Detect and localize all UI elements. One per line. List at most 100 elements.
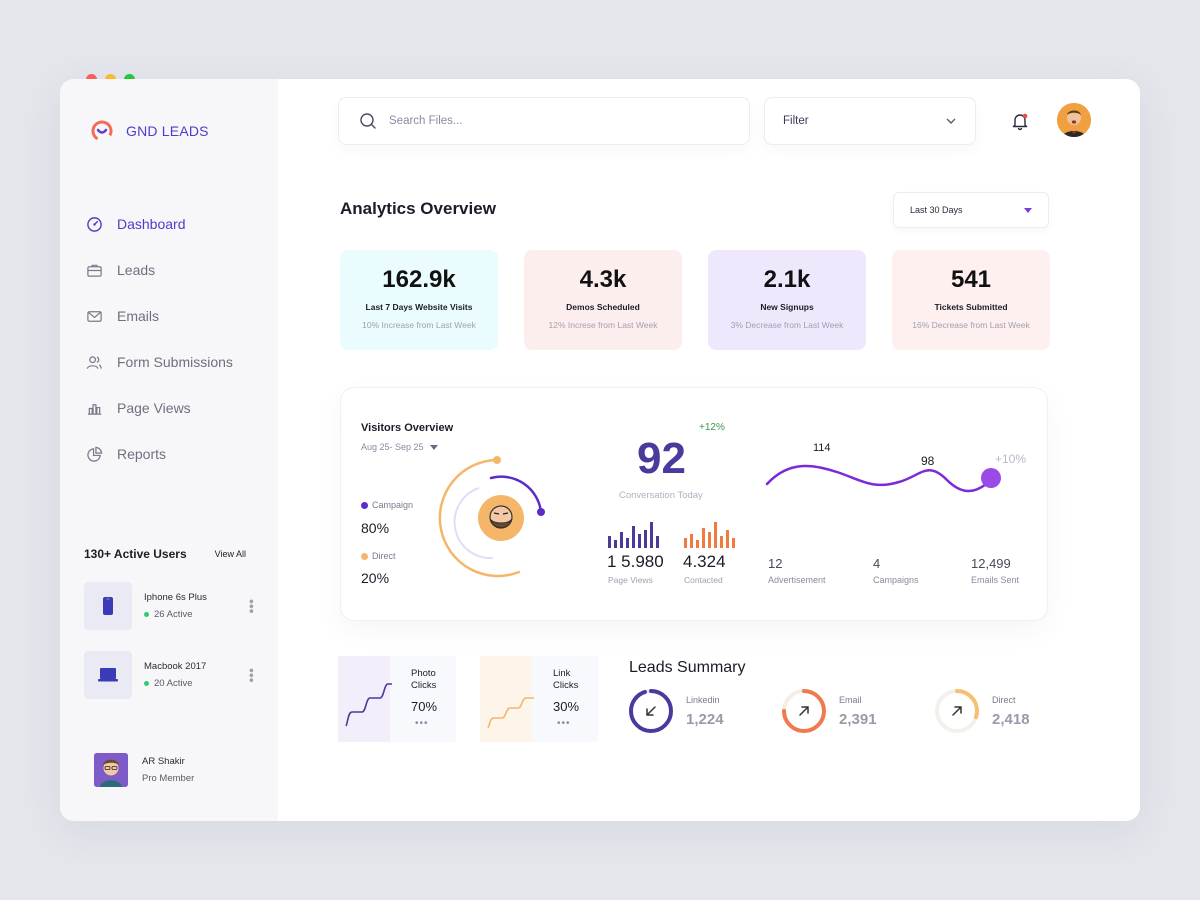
list-item[interactable]: Iphone 6s Plus 26 Active ••• (84, 582, 260, 630)
profile-role: Pro Member (142, 773, 195, 784)
conversation-value: 92 (637, 434, 686, 483)
logo-icon (91, 120, 113, 142)
device-active-count: 20 Active (154, 678, 193, 689)
users-icon (86, 355, 102, 369)
legend-label: Campaign (372, 500, 414, 510)
device-thumbnail (84, 651, 132, 699)
more-options-icon[interactable]: ••• (244, 598, 260, 614)
ring-marker-direct (493, 456, 501, 464)
stat-change: 3% Decrease from Last Week (730, 320, 844, 330)
phone-icon (103, 597, 113, 615)
sidebar-item-leads[interactable]: Leads (86, 247, 233, 293)
stat-value: 2.1k (763, 266, 811, 293)
click-label-line-1: Photo (411, 668, 436, 679)
sidebar-item-label: Leads (117, 262, 156, 278)
stat-value: 162.9k (382, 266, 456, 293)
arrow-down-left-icon (646, 706, 656, 716)
sidebar-item-page-views[interactable]: Page Views (86, 385, 233, 431)
more-options-icon[interactable]: ••• (415, 718, 429, 729)
stat-card-signups[interactable]: 2.1k New Signups 3% Decrease from Last W… (708, 250, 866, 350)
lead-source-label: Direct (992, 694, 1016, 705)
date-range-selector[interactable]: Aug 25- Sep 25 (361, 442, 438, 452)
notifications-button[interactable] (1010, 111, 1030, 136)
link-clicks-step-line (487, 697, 534, 729)
stat-value: 541 (950, 266, 992, 293)
direct-percent: 20% (361, 570, 390, 586)
online-dot (144, 612, 149, 617)
search-input[interactable] (389, 115, 709, 127)
leads-item-email[interactable]: Email 2,391 (781, 688, 877, 734)
stat-change: 12% Increse from Last Week (548, 320, 658, 330)
date-range-label: Last 30 Days (910, 205, 963, 215)
active-users-header: 130+ Active Users View All (84, 547, 246, 561)
more-options-icon[interactable]: ••• (244, 667, 260, 683)
bar-chart-icon (87, 403, 102, 415)
wave-mid-label: 98 (921, 454, 935, 468)
sidebar-item-label: Form Submissions (117, 354, 233, 370)
sidebar-item-emails[interactable]: Emails (86, 293, 233, 339)
gauge-icon (87, 216, 102, 232)
profile-name: AR Shakir (142, 756, 185, 767)
ring-marker-campaign (537, 508, 545, 516)
more-options-icon[interactable]: ••• (557, 718, 571, 729)
sidebar-item-label: Dashboard (117, 216, 186, 232)
arrow-up-right-icon (952, 706, 962, 716)
sidebar-item-label: Reports (117, 446, 167, 462)
wave-peak-label: 114 (813, 442, 831, 454)
filter-label: Filter (783, 115, 809, 127)
stat-card-demos[interactable]: 4.3k Demos Scheduled 12% Increse from La… (524, 250, 682, 350)
page-views-value: 1 5.980 (607, 552, 664, 571)
photo-clicks-card[interactable]: Photo Clicks 70% ••• (338, 656, 456, 742)
search-bar[interactable] (338, 97, 750, 145)
photo-clicks-step-line (345, 683, 392, 727)
click-label-line-2: Clicks (553, 680, 579, 691)
leads-summary-title: Leads Summary (629, 659, 746, 676)
lead-source-value: 2,418 (992, 710, 1030, 728)
linkedin-progress-ring (629, 689, 673, 733)
user-profile[interactable]: AR Shakir Pro Member (94, 753, 194, 787)
list-item[interactable]: Macbook 2017 20 Active ••• (84, 651, 260, 699)
arrow-up-right-icon (799, 706, 809, 716)
card-title: Visitors Overview (361, 422, 454, 434)
sidebar-item-reports[interactable]: Reports (86, 431, 233, 477)
campaign-percent: 80% (361, 520, 390, 536)
app-name: GND LEADS (126, 123, 209, 139)
main-content: Filter Analytics Overview Last 30 Days 1… (278, 79, 1140, 821)
click-label-line-1: Link (553, 668, 571, 679)
sidebar: GND LEADS Dashboard Leads Emails Form Su… (60, 79, 278, 821)
filter-dropdown[interactable]: Filter (764, 97, 976, 145)
date-range-dropdown[interactable]: Last 30 Days (893, 192, 1049, 228)
email-progress-ring (782, 689, 826, 733)
bell-icon (1012, 113, 1028, 131)
face-icon (489, 505, 513, 529)
avatar[interactable] (1057, 103, 1091, 137)
laptop-icon (98, 668, 118, 682)
contacted-value: 4.324 (683, 552, 726, 571)
leads-item-linkedin[interactable]: Linkedin 1,224 (628, 688, 724, 734)
stat-change: 10% Increase from Last Week (362, 320, 476, 330)
device-name: Macbook 2017 (144, 661, 207, 672)
stat-card-website-visits[interactable]: 162.9k Last 7 Days Website Visits 10% In… (340, 250, 498, 350)
page-views-bars (608, 522, 659, 548)
date-range-label: Aug 25- Sep 25 (361, 442, 424, 452)
app-logo[interactable]: GND LEADS (90, 119, 209, 143)
stat-card-tickets[interactable]: 541 Tickets Submitted 16% Decrease from … (892, 250, 1050, 350)
lead-source-value: 1,224 (686, 710, 724, 728)
legend-direct: Direct (361, 551, 396, 561)
link-clicks-card[interactable]: Link Clicks 30% ••• (480, 656, 598, 742)
sidebar-item-label: Page Views (117, 400, 191, 416)
sidebar-item-dashboard[interactable]: Dashboard (86, 201, 233, 247)
conversation-label: Conversation Today (619, 490, 703, 501)
stat-label: Tickets Submitted (934, 302, 1008, 312)
sidebar-nav: Dashboard Leads Emails Form Submissions … (86, 201, 233, 477)
chevron-down-icon (946, 118, 956, 124)
leads-item-direct[interactable]: Direct 2,418 (934, 688, 1030, 734)
search-icon (360, 113, 376, 129)
stat-label: New Signups (760, 302, 814, 312)
view-all-link[interactable]: View All (214, 549, 246, 559)
avatar (94, 753, 128, 787)
emails-sent-label: Emails Sent (971, 575, 1020, 585)
click-label-line-2: Clicks (411, 680, 437, 691)
sidebar-item-form-submissions[interactable]: Form Submissions (86, 339, 233, 385)
contacted-label: Contacted (684, 575, 723, 585)
